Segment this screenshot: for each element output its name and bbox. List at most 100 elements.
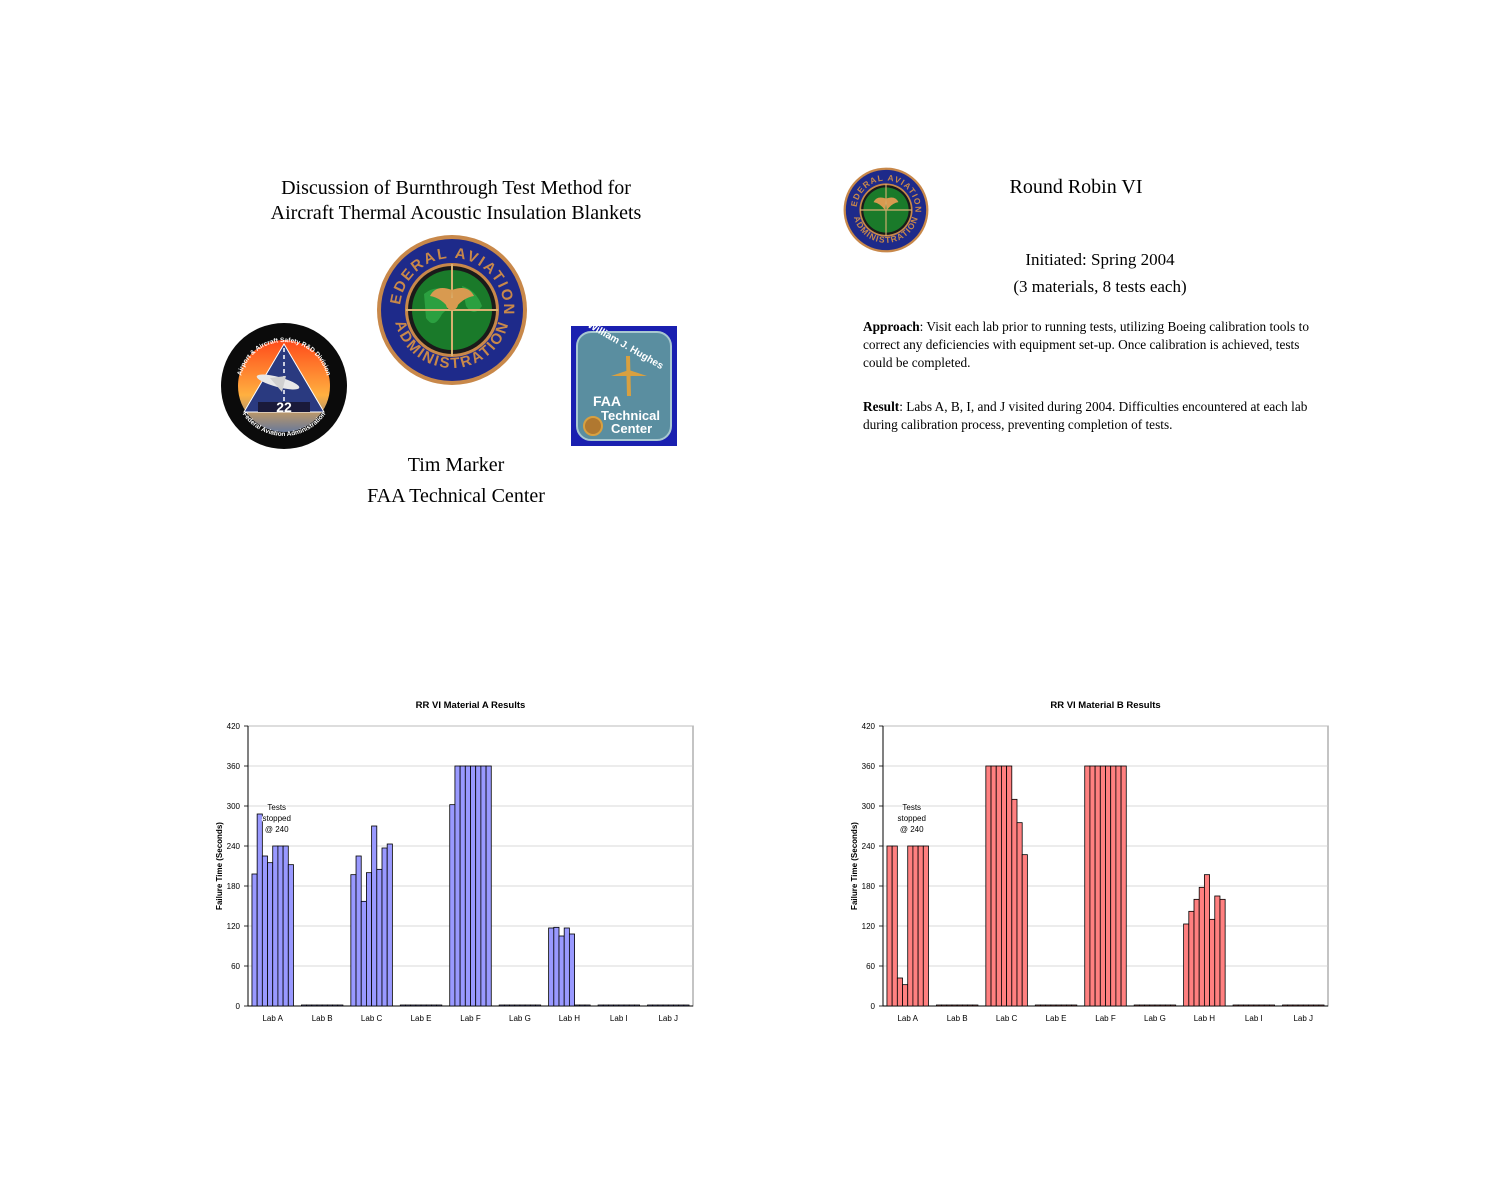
annotation-text: @ 240 [900,825,924,834]
annotation-text: stopped [897,814,925,823]
bar [1292,1004,1299,1007]
y-tick-label: 420 [862,722,876,731]
bar [267,862,274,1007]
bar [613,1004,620,1007]
bar [1045,1004,1052,1007]
bar [1282,1004,1289,1007]
bar [355,855,362,1007]
bar [1055,1004,1062,1007]
x-tick-label: Lab H [1194,1014,1216,1023]
bar [425,1004,432,1007]
annotation-text: Tests [902,803,921,812]
bar [277,845,284,1007]
bar [1214,895,1221,1007]
bar [597,1004,604,1007]
bar [683,1004,690,1007]
approach-label: Approach [863,319,920,334]
bar [272,845,279,1007]
bar [1144,1004,1151,1007]
bar [563,927,570,1007]
bar [301,1004,307,1007]
bar [1006,765,1013,1007]
bar [678,1004,685,1007]
y-tick-label: 120 [862,922,876,931]
bar [256,813,263,1007]
bar [306,1004,313,1007]
bar [896,977,903,1007]
bar [1193,898,1200,1007]
bar [360,900,367,1007]
x-tick-label: Lab B [312,1014,333,1023]
bar [951,1004,958,1007]
bar [936,1004,942,1007]
bar [1253,1004,1260,1007]
bar [454,765,461,1007]
result-paragraph: Result: Labs A, B, I, and J visited duri… [863,398,1313,434]
bar [1089,765,1096,1007]
bar [1094,765,1101,1007]
material-b-chart: RR VI Material B Results Failure Time (Se… [850,700,1329,1023]
bar [498,1004,505,1007]
bar [1219,898,1226,1007]
y-tick-label: 300 [862,802,876,811]
bar [326,1004,333,1007]
safety-division-logo: 22 Airport & Aircraft Safety R&D Divisio… [221,323,347,449]
author-name: Tim Marker [407,454,505,476]
x-tick-label: Lab H [559,1014,581,1023]
bar [608,1004,615,1007]
bar [1021,854,1028,1007]
slide1-title-line2: Aircraft Thermal Acoustic Insulation Bla… [270,202,642,224]
approach-text: : Visit each lab prior to running tests,… [863,319,1309,370]
bar [381,847,388,1007]
bar [405,1004,412,1007]
y-tick-label: 0 [871,1002,876,1011]
bar [1243,1004,1250,1007]
bar [990,765,997,1007]
bar [431,1004,438,1007]
y-tick-label: 120 [227,922,241,931]
slide2-subtitle: Initiated: Spring 2004 (3 materials, 8 t… [940,246,1260,300]
bar [907,845,914,1007]
x-tick-label: Lab I [1245,1014,1263,1023]
jet-icon [611,356,647,396]
bar [1071,1004,1078,1007]
bar [1313,1004,1320,1007]
tech-center-line3: Technical [601,408,660,423]
x-tick-label: Lab C [996,1014,1018,1023]
bar [514,1004,521,1007]
bar [1258,1004,1265,1007]
bar [436,1004,443,1007]
tech-center-line4: Center [611,421,652,436]
bar [574,1004,581,1007]
y-tick-label: 180 [227,882,241,891]
x-tick-label: Lab A [262,1014,283,1023]
bar [886,845,893,1007]
bar [1133,1004,1140,1007]
airplane-icon [256,374,300,392]
bar [579,1004,586,1007]
bar [282,845,289,1007]
bar [464,765,471,1007]
bar [350,874,357,1007]
bar [891,845,898,1007]
bar [1154,1004,1161,1007]
bar [1138,1004,1145,1007]
result-text: : Labs A, B, I, and J visited during 200… [863,399,1308,432]
bar [985,765,992,1007]
bar [553,926,560,1007]
bar [902,984,909,1007]
bar [321,1004,328,1007]
bar [386,843,393,1007]
bar [1188,910,1195,1007]
bar [1011,798,1018,1007]
x-tick-label: Lab J [1293,1014,1313,1023]
bar [332,1004,339,1007]
bar [1287,1004,1294,1007]
bar [917,845,924,1007]
bar [337,1004,344,1007]
bar [1237,1004,1244,1007]
bar [1297,1004,1304,1007]
result-label: Result [863,399,900,414]
bar [459,765,466,1007]
bar [558,935,565,1007]
